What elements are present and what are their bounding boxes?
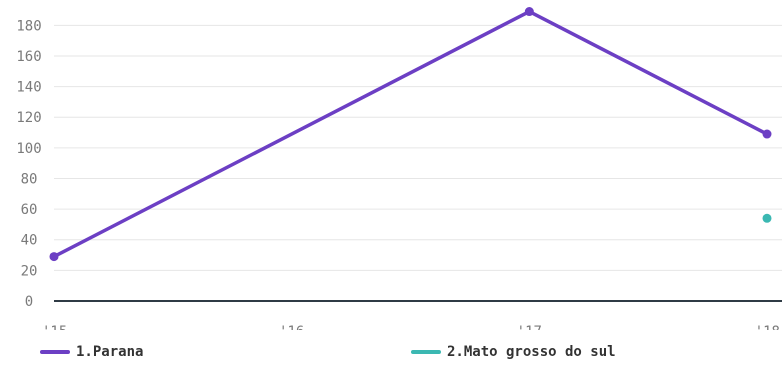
series-2 <box>762 213 772 223</box>
legend-swatch-mato-grosso-do-sul <box>411 350 441 354</box>
y-tick-label: 100 <box>16 141 41 157</box>
legend: 1.Parana 2.Mato grosso do sul <box>0 344 782 374</box>
y-axis-tick-labels: 0 20 40 60 80 100 120 140 160 180 <box>16 18 41 310</box>
y-tick-label: 20 <box>21 263 38 279</box>
y-tick-label: 160 <box>16 49 41 65</box>
y-tick-label: 80 <box>21 171 38 187</box>
series-line <box>53 9 768 259</box>
gridlines <box>54 24 782 271</box>
legend-label-mato-grosso-do-sul: 2.Mato grosso do sul <box>447 344 616 360</box>
y-tick-label: 140 <box>16 80 41 96</box>
y-tick-label: 0 <box>25 294 33 310</box>
y-tick-label: 60 <box>21 202 38 218</box>
x-tick-label: '16 <box>279 324 304 330</box>
legend-item-parana[interactable]: 1.Parana <box>40 344 143 360</box>
data-point[interactable] <box>524 7 534 17</box>
legend-item-mato-grosso-do-sul[interactable]: 2.Mato grosso do sul <box>411 344 616 360</box>
x-tick-label: '18 <box>755 324 780 330</box>
data-point[interactable] <box>762 213 772 223</box>
y-tick-label: 180 <box>16 18 41 34</box>
line-chart: 0 20 40 60 80 100 120 140 160 180 '15 '16 '17 '18 <box>16 7 782 330</box>
data-point[interactable] <box>762 129 772 139</box>
x-tick-label: '17 <box>517 324 542 330</box>
y-tick-label: 40 <box>21 233 38 249</box>
x-axis-tick-labels: '15 '16 '17 '18 <box>42 324 780 330</box>
y-tick-label: 120 <box>16 110 41 126</box>
series-1 <box>49 7 772 262</box>
legend-swatch-parana <box>40 350 70 354</box>
x-tick-label: '15 <box>42 324 67 330</box>
data-point[interactable] <box>49 252 59 262</box>
series <box>49 7 772 262</box>
legend-label-parana: 1.Parana <box>76 344 144 360</box>
